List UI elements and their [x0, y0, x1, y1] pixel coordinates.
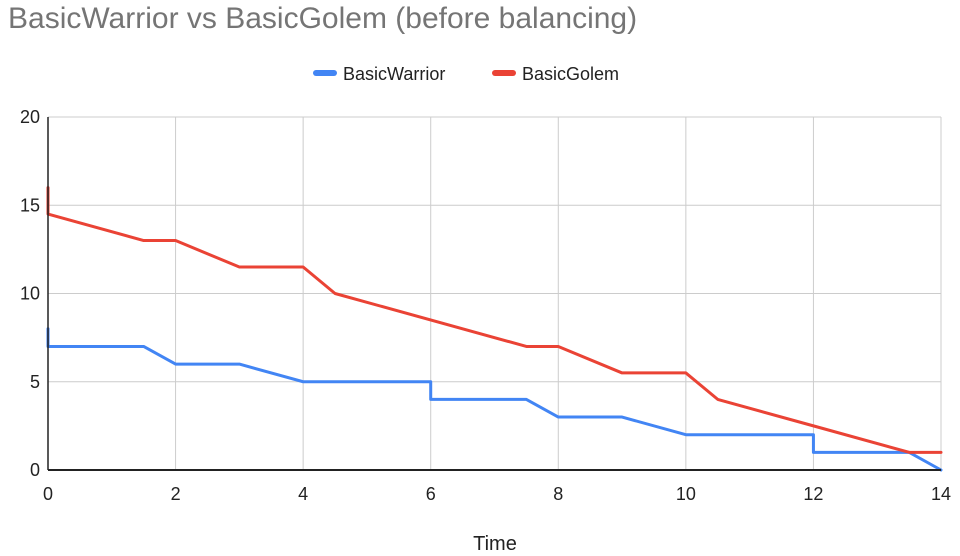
legend-item-basicgolem[interactable]: BasicGolem — [492, 64, 619, 84]
x-tick-label: 14 — [931, 484, 951, 504]
legend: BasicWarrior BasicGolem — [313, 64, 619, 84]
legend-item-basicwarrior[interactable]: BasicWarrior — [313, 64, 445, 84]
x-tick-label: 0 — [43, 484, 53, 504]
x-axis-label: Time — [473, 533, 517, 555]
x-tick-label: 2 — [171, 484, 181, 504]
x-tick-label: 10 — [676, 484, 696, 504]
axes — [47, 117, 941, 471]
x-tick-label: 8 — [553, 484, 563, 504]
x-tick-label: 12 — [803, 484, 823, 504]
series-line-basicwarrior — [46, 327, 943, 472]
legend-label: BasicWarrior — [343, 64, 445, 84]
y-tick-label: 5 — [30, 372, 40, 392]
y-tick-label: 0 — [30, 460, 40, 480]
x-tick-label: 4 — [298, 484, 308, 504]
gridlines — [47, 116, 942, 471]
chart-title: BasicWarrior vs BasicGolem (before balan… — [8, 2, 638, 35]
x-tick-label: 6 — [426, 484, 436, 504]
y-tick-label: 20 — [20, 107, 40, 127]
legend-label: BasicGolem — [522, 64, 619, 84]
legend-swatch — [313, 70, 337, 76]
y-tick-label: 15 — [20, 195, 40, 215]
y-tick-label: 10 — [20, 284, 40, 304]
series-line-basicgolem — [46, 186, 943, 454]
series-lines — [46, 186, 943, 472]
tick-labels: 0 2 4 6 8 10 12 14 0 5 10 15 20 — [20, 107, 951, 504]
legend-swatch — [492, 70, 516, 76]
